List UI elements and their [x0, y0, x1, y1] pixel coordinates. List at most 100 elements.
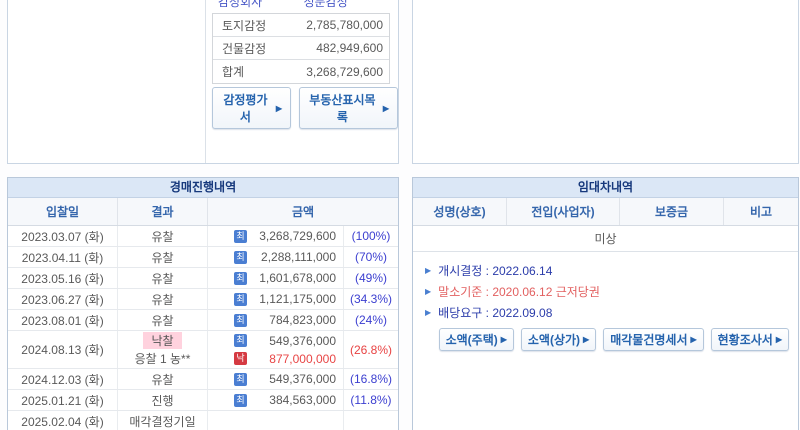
appraisal-row-total: 합계 3,268,729,600 — [213, 60, 389, 83]
bid-result: 진행 — [118, 390, 208, 410]
bid-amount-cell: 최 2,288,111,000 — [208, 247, 344, 267]
bid-amount-cell: 최 384,563,000 — [208, 390, 344, 410]
column-divider — [205, 0, 206, 163]
winning-bid-label: 낙찰 — [143, 332, 182, 349]
min-price-amount: 549,376,000 — [269, 333, 336, 348]
bid-percent: (49%) — [354, 271, 387, 285]
note-cancellation-base: ▶ 말소기준 : 2020.06.12 근저당권 — [425, 281, 798, 302]
bid-amount: 3,268,729,600 — [259, 229, 336, 243]
winning-price-badge: 낙 — [234, 352, 247, 365]
arrow-right-icon: ▶ — [775, 335, 782, 344]
auction-row: 2023.08.01 (화) 유찰 최 784,823,000 (24%) — [8, 310, 398, 331]
amount-column-header: 금액 — [291, 205, 315, 219]
appraisal-report-label: 감정평가서 — [223, 93, 268, 124]
appraisal-company-value: 정문감정 — [303, 0, 348, 9]
note-bullet-icon: ▶ — [425, 287, 432, 296]
bid-percent — [344, 411, 398, 430]
bid-percent: (34.3%) — [349, 292, 393, 306]
bid-date: 2025.01.21 (화) — [8, 390, 118, 410]
sale-specification-button[interactable]: 매각물건명세서 ▶ — [603, 328, 704, 351]
bid-amount-cell — [208, 411, 344, 430]
min-price-badge: 최 — [234, 250, 247, 264]
bid-amount-cell: 최 549,376,000 낙 877,000,000 — [208, 331, 344, 368]
property-list-button[interactable]: 부동산표시목록 ▶ — [299, 87, 398, 129]
note-start-decision: ▶ 개시결정 : 2022.06.14 — [425, 260, 798, 281]
appraisal-row-building: 건물감정 482,949,600 — [213, 37, 389, 60]
bid-result: 유찰 — [118, 247, 208, 267]
lease-details-panel: 임대차내역 성명(상호) 전입(사업자) 보증금 비고 미상 ▶ 개시결정 : … — [412, 177, 799, 430]
bid-percent: (24%) — [354, 313, 387, 327]
arrow-right-icon: ▶ — [690, 335, 697, 344]
bidder-info: 응찰 1 농** — [134, 352, 191, 366]
tenant-name-column-header: 성명(상호) — [413, 198, 507, 225]
min-price-badge: 최 — [234, 372, 247, 386]
bid-amount: 1,601,678,000 — [259, 271, 336, 285]
small-amount-housing-label: 소액(주택) — [445, 333, 498, 347]
bid-result: 유찰 — [118, 268, 208, 288]
bid-date: 2023.04.11 (화) — [8, 247, 118, 267]
auction-table-header: 입찰일 결과 금액 — [8, 198, 398, 226]
bid-amount-cell: 최 784,823,000 — [208, 310, 344, 330]
bid-date: 2025.02.04 (화) — [8, 411, 118, 430]
auction-row: 2023.04.11 (화) 유찰 최 2,288,111,000 (70%) — [8, 247, 398, 268]
total-appraisal-value: 3,268,729,600 — [306, 64, 383, 79]
appraisal-buttons: 감정평가서 ▶ 부동산표시목록 ▶ — [212, 87, 398, 129]
bid-amount: 384,563,000 — [269, 393, 336, 407]
min-price-badge: 최 — [234, 393, 247, 407]
bid-amount-cell: 최 1,601,678,000 — [208, 268, 344, 288]
lease-table-header: 성명(상호) 전입(사업자) 보증금 비고 — [413, 198, 798, 226]
min-price-line: 최 549,376,000 — [208, 332, 343, 349]
movein-column-header: 전입(사업자) — [507, 198, 620, 225]
appraisal-report-button[interactable]: 감정평가서 ▶ — [212, 87, 291, 129]
appraisal-company-header: 감정회사 정문감정 — [211, 0, 391, 10]
bid-result: 매각결정기일 — [118, 411, 208, 430]
bid-amount-cell: 최 1,121,175,000 — [208, 289, 344, 309]
auction-panel-title: 경매진행내역 — [8, 178, 398, 198]
bid-amount-cell: 최 549,376,000 — [208, 369, 344, 389]
appraisal-table: 토지감정 2,785,780,000 건물감정 482,949,600 합계 3… — [212, 13, 390, 84]
auction-row: 2025.02.04 (화) 매각결정기일 — [8, 411, 398, 430]
auction-row: 2023.03.07 (화) 유찰 최 3,268,729,600 (100%) — [8, 226, 398, 247]
case-notes: ▶ 개시결정 : 2022.06.14 ▶ 말소기준 : 2020.06.12 … — [413, 252, 798, 323]
note-cancellation-base-text: 말소기준 : 2020.06.12 근저당권 — [438, 285, 600, 299]
auction-row: 2023.06.27 (화) 유찰 최 1,121,175,000 (34.3%… — [8, 289, 398, 310]
appraisal-row-land: 토지감정 2,785,780,000 — [213, 14, 389, 37]
winning-price-amount: 877,000,000 — [269, 351, 336, 366]
bid-percent: (70%) — [354, 250, 387, 264]
remarks-column-header: 비고 — [749, 205, 773, 219]
bid-result: 유찰 — [118, 289, 208, 309]
note-dividend-demand: ▶ 배당요구 : 2022.09.08 — [425, 302, 798, 323]
total-appraisal-label: 합계 — [222, 65, 245, 79]
building-appraisal-value: 482,949,600 — [316, 41, 383, 55]
lease-buttons: 소액(주택) ▶ 소액(상가) ▶ 매각물건명세서 ▶ 현황조사서 ▶ — [413, 328, 798, 351]
bid-percent: (16.8%) — [349, 372, 393, 386]
min-price-badge: 최 — [234, 229, 247, 243]
auction-row-winning: 2024.08.13 (화) 낙찰 응찰 1 농** 최 549,376,000… — [8, 331, 398, 369]
bid-date: 2023.05.16 (화) — [8, 268, 118, 288]
bid-amount: 784,823,000 — [269, 313, 336, 327]
lease-panel-title: 임대차내역 — [413, 178, 798, 198]
land-appraisal-label: 토지감정 — [222, 18, 267, 33]
min-price-badge: 최 — [234, 334, 247, 347]
bid-result: 유찰 — [118, 310, 208, 330]
property-list-label: 부동산표시목록 — [309, 93, 376, 124]
arrow-right-icon: ▶ — [382, 103, 389, 113]
note-start-decision-text: 개시결정 : 2022.06.14 — [438, 264, 553, 278]
bid-percent: (100%) — [351, 229, 391, 243]
bid-amount: 1,121,175,000 — [259, 292, 336, 306]
building-appraisal-label: 건물감정 — [222, 41, 267, 56]
status-survey-button[interactable]: 현황조사서 ▶ — [710, 328, 789, 351]
land-appraisal-value: 2,785,780,000 — [306, 18, 383, 32]
arrow-right-icon: ▶ — [275, 103, 282, 113]
winning-price-line: 낙 877,000,000 — [208, 350, 343, 367]
small-amount-commercial-button[interactable]: 소액(상가) ▶ — [520, 328, 597, 351]
arrow-right-icon: ▶ — [500, 335, 507, 344]
status-survey-label: 현황조사서 — [717, 333, 773, 347]
min-price-badge: 최 — [234, 292, 247, 306]
auction-row: 2025.01.21 (화) 진행 최 384,563,000 (11.8%) — [8, 390, 398, 411]
small-amount-housing-button[interactable]: 소액(주택) ▶ — [438, 328, 514, 351]
bid-date: 2023.08.01 (화) — [8, 310, 118, 330]
result-column-header: 결과 — [118, 198, 208, 225]
bid-percent: (26.8%) — [349, 342, 393, 357]
